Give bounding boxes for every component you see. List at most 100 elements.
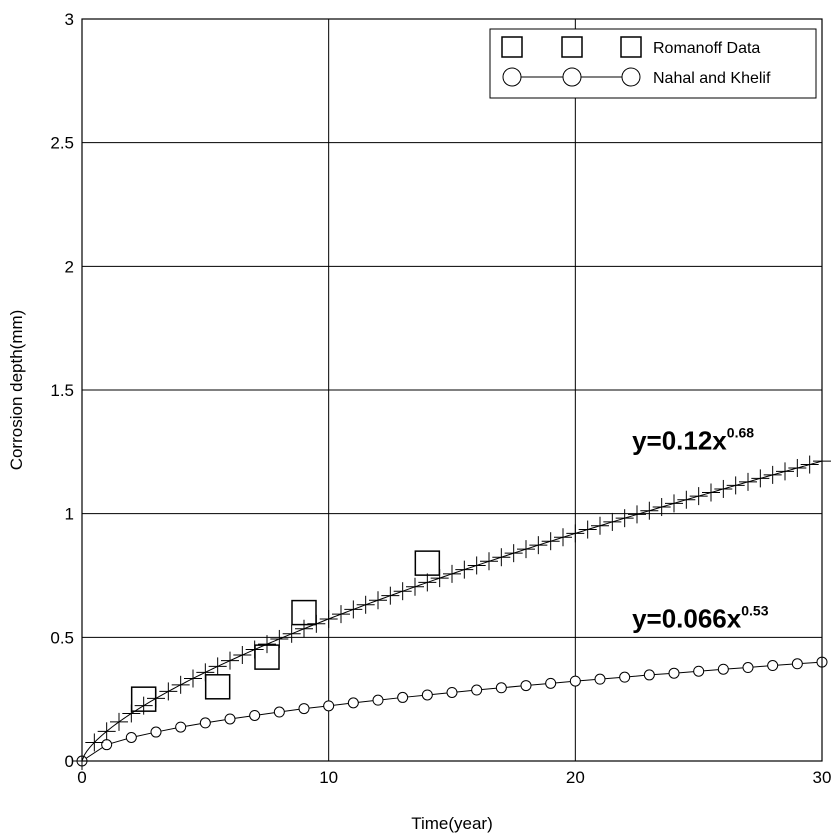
circle-point [520, 680, 532, 692]
plus-point [221, 651, 239, 670]
y-tick-label: 0.5 [50, 628, 74, 647]
plus-point [171, 675, 190, 694]
plus-point [393, 582, 412, 601]
plus-point [258, 635, 276, 654]
circle-point [495, 682, 507, 694]
plus-point [554, 528, 572, 547]
plus-point [270, 629, 289, 648]
x-axis-title: Time(year) [411, 814, 493, 833]
circle-point [175, 721, 187, 733]
plus-point [184, 669, 202, 688]
circle-point [249, 709, 261, 721]
plus-point [332, 605, 350, 624]
plus-point [233, 646, 252, 665]
circle-point [372, 694, 384, 706]
circle-point [693, 665, 705, 677]
plus-point [85, 733, 104, 752]
plus-point [245, 640, 264, 659]
circle-point [791, 658, 803, 670]
plus-point [566, 524, 585, 543]
y-axis-title: Corrosion depth(mm) [7, 310, 26, 471]
plus-point [504, 544, 523, 563]
plus-point [665, 494, 683, 513]
x-tick-label: 30 [813, 768, 832, 787]
plus-point [615, 509, 634, 528]
plus-point [196, 663, 215, 682]
circle-point [101, 739, 113, 751]
plus-point [800, 455, 819, 474]
plus-point [677, 490, 696, 509]
circle-point [545, 677, 557, 689]
plus-point [714, 479, 733, 498]
series-fit-curve [73, 452, 831, 770]
y-tick-label: 3 [65, 10, 74, 29]
plus-point [455, 560, 474, 579]
square-point [620, 36, 642, 58]
plot-frame [81, 18, 823, 762]
annotations: y=0.12x0.68 y=0.066x0.53 [632, 424, 769, 633]
plus-point [381, 586, 400, 605]
plus-point [159, 682, 178, 701]
circle-point [621, 67, 641, 87]
plus-point [467, 556, 486, 575]
plus-point [134, 696, 153, 715]
plus-point [591, 516, 609, 535]
plus-point [147, 689, 165, 708]
plus-point [751, 469, 770, 488]
square-point [501, 36, 523, 58]
legend-label: Romanoff Data [653, 40, 760, 57]
plus-point [356, 595, 375, 614]
legend-box [489, 28, 817, 99]
y-tick-label: 1 [65, 505, 74, 524]
circle-point [742, 662, 754, 674]
plus-point [541, 532, 560, 551]
circle-point [569, 675, 581, 687]
plus-point [307, 614, 326, 633]
plus-point [517, 540, 535, 559]
legend-item: Nahal and Khelif [502, 67, 771, 87]
tick-labels: 0 10 20 30 0 0.5 1 1.5 2 2.5 3 [50, 10, 831, 787]
circle-point [273, 706, 285, 718]
plus-point [492, 548, 511, 567]
circle-point [125, 732, 137, 744]
x-tick-label: 20 [566, 768, 585, 787]
series-layer [73, 452, 831, 770]
plus-point [97, 722, 116, 741]
plus-point [788, 458, 807, 477]
plus-point [344, 600, 363, 619]
plus-point [702, 483, 720, 502]
circle-point [717, 663, 729, 675]
circle-point [421, 689, 433, 701]
plus-point [628, 505, 646, 524]
plus-point [295, 619, 313, 638]
plus-point [282, 624, 301, 643]
plus-point [529, 536, 548, 555]
plus-point [418, 573, 437, 592]
circle-point [502, 67, 522, 87]
plus-point [578, 520, 597, 539]
plus-point [726, 476, 745, 495]
square-point [561, 36, 583, 58]
circle-point [347, 697, 359, 709]
square-point [204, 674, 231, 700]
equation-label: y=0.066x0.53 [632, 602, 769, 633]
plus-point [110, 712, 128, 731]
plus-point [319, 609, 338, 628]
plus-point [640, 501, 659, 520]
circle-point [150, 726, 162, 738]
circle-point [668, 667, 680, 679]
plus-point [739, 472, 757, 491]
equation-label: y=0.12x0.68 [632, 424, 754, 455]
circle-point [397, 691, 409, 703]
y-tick-label: 1.5 [50, 381, 74, 400]
circle-point [594, 673, 606, 685]
plus-point [443, 564, 461, 583]
plus-point [603, 512, 622, 531]
circle-point [298, 703, 310, 715]
plus-point [652, 498, 671, 517]
plus-point [406, 577, 424, 596]
plus-point [763, 465, 782, 484]
circle-point [446, 686, 458, 698]
y-tick-label: 0 [65, 752, 74, 771]
